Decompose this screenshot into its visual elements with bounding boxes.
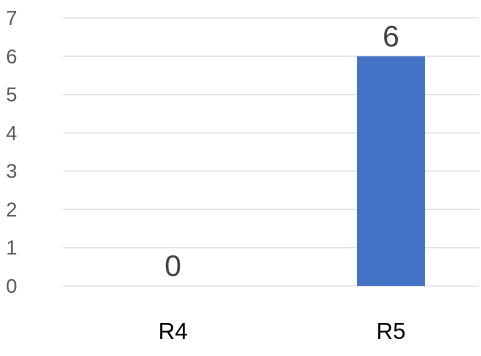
y-tick-label: 6 [6, 46, 17, 68]
y-tick-label: 5 [6, 85, 17, 107]
data-labels: 06 [165, 20, 400, 283]
bars [357, 56, 425, 287]
y-tick-label: 4 [6, 123, 17, 145]
x-axis-tick-labels: R4 R5 [158, 318, 405, 344]
gridlines [63, 17, 479, 287]
data-label-r5: 6 [383, 20, 400, 53]
bar-r5 [357, 56, 425, 287]
y-tick-label: 1 [6, 238, 17, 260]
y-axis-tick-labels: 0 1 2 3 4 5 6 7 [6, 8, 17, 298]
x-tick-label-r5: R5 [376, 318, 405, 344]
data-label-r4: 0 [165, 250, 182, 283]
y-tick-label: 3 [6, 161, 17, 183]
y-tick-label: 7 [6, 8, 17, 30]
y-tick-label: 0 [6, 276, 17, 298]
x-tick-label-r4: R4 [158, 318, 188, 344]
y-tick-label: 2 [6, 199, 17, 221]
